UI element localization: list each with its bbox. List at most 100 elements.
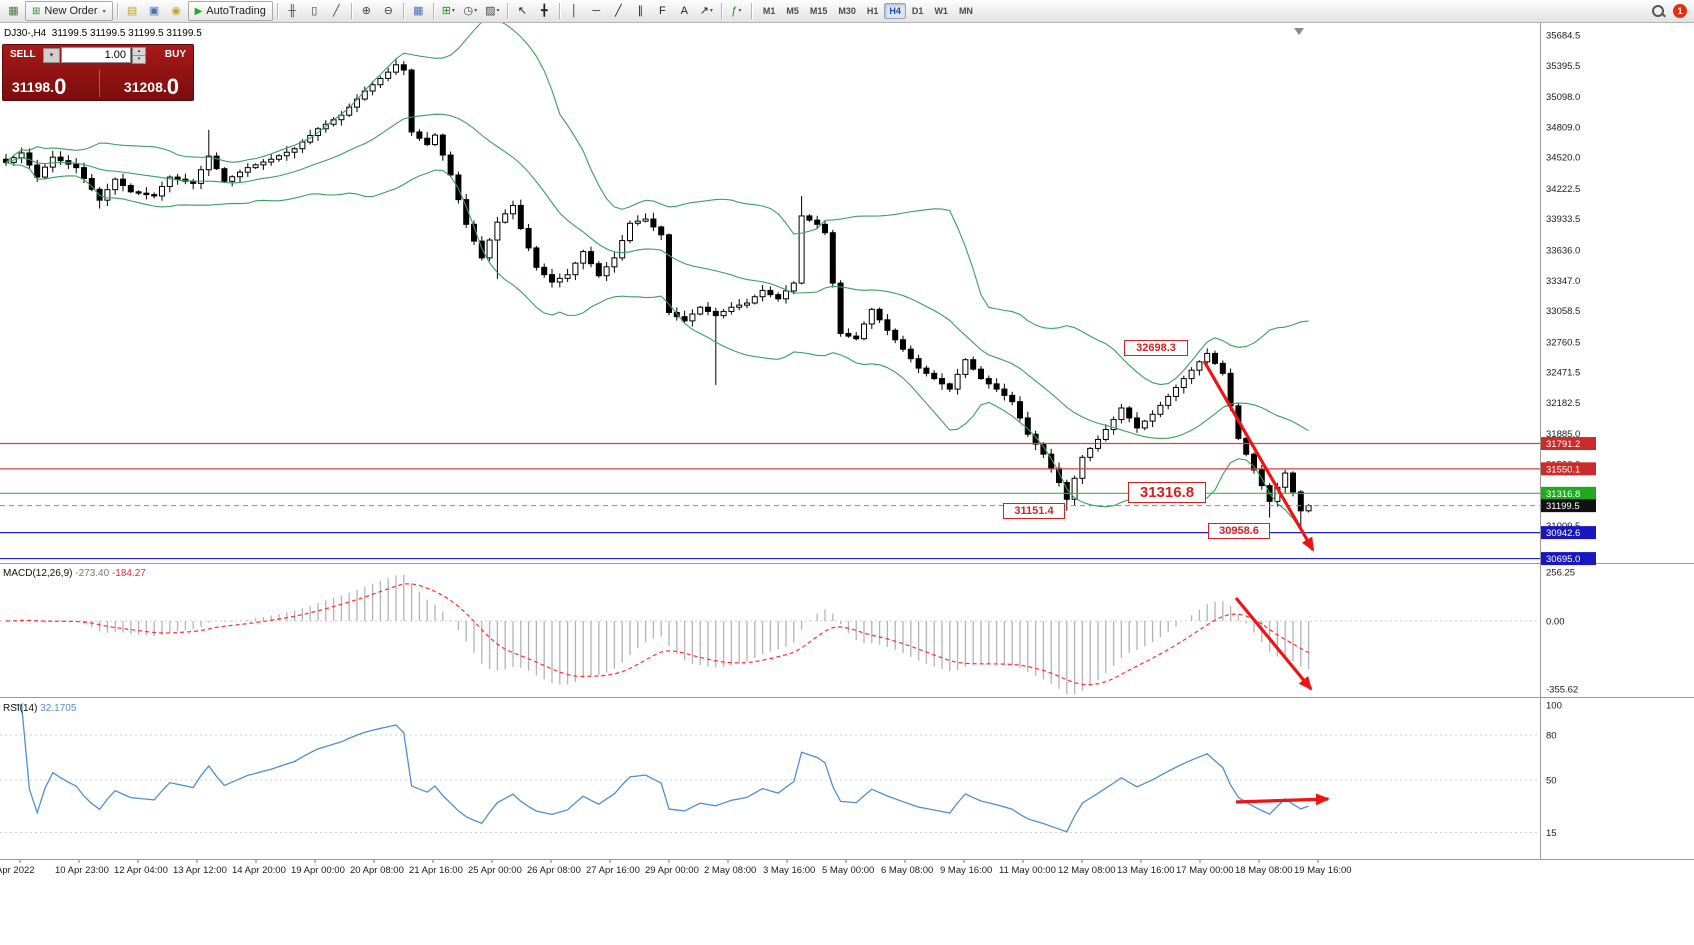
timeframe-m1[interactable]: M1 <box>762 6 776 16</box>
trend-arrows[interactable] <box>1202 360 1330 806</box>
community-icon[interactable]: ◉ <box>171 5 181 17</box>
arrows-tool-icon[interactable]: ↗ ▾ <box>696 1 717 21</box>
chevron-down-icon: ▾ <box>738 8 742 14</box>
chart-window: 35684.5 35395.5 35098.0 34809.0 34520.0 34222… <box>0 23 1694 945</box>
timeframe-m15[interactable]: M15 <box>809 6 828 16</box>
zoom-in-icon[interactable]: ⊕ <box>361 5 371 17</box>
text-icon[interactable]: A <box>680 5 688 17</box>
timeframe-m30[interactable]: M30 <box>838 6 856 16</box>
toolbar-divider <box>402 3 404 19</box>
svg-text:34520.0: 34520.0 <box>1546 153 1580 164</box>
chart-window-icon[interactable]: ▦ <box>8 5 19 17</box>
buy-button[interactable]: BUY <box>164 49 186 60</box>
channel-icon[interactable]: ∥ <box>637 5 644 17</box>
volume-dropdown-button[interactable]: ▾ <box>43 48 60 63</box>
price-axis[interactable]: 35684.5 35395.5 35098.0 34809.0 34520.0 34222… <box>1546 30 1580 532</box>
fibonacci-icon[interactable]: F <box>658 5 666 17</box>
volume-input[interactable]: 1.00 <box>61 47 131 63</box>
svg-text:33058.5: 33058.5 <box>1546 306 1580 317</box>
svg-text:35098.0: 35098.0 <box>1546 92 1580 103</box>
search-icon[interactable] <box>1651 4 1666 19</box>
autotrading-play-icon: ▶ <box>194 5 203 17</box>
svg-text:32182.5: 32182.5 <box>1546 398 1580 409</box>
svg-text:10 Apr 23:00: 10 Apr 23:00 <box>55 865 109 876</box>
horizontal-line-icon[interactable]: ─ <box>592 5 601 17</box>
svg-text:32471.5: 32471.5 <box>1546 368 1580 379</box>
cursor-icon[interactable]: ↖ <box>517 5 527 17</box>
rsi-axis-label: 50 <box>1546 776 1557 787</box>
sell-button[interactable]: SELL <box>10 49 36 60</box>
new-order-icon: ⊞ <box>32 5 41 17</box>
svg-text:33636.0: 33636.0 <box>1546 245 1580 256</box>
bollinger-bands <box>5 23 1310 541</box>
toolbar-divider <box>750 3 752 19</box>
macd-signal-line <box>5 583 1309 686</box>
timeframe-h4[interactable]: H4 <box>884 3 906 19</box>
svg-text:33347.0: 33347.0 <box>1546 276 1580 287</box>
zoom-out-icon[interactable]: ⊖ <box>383 5 393 17</box>
notifications-badge[interactable]: 1 <box>1673 4 1687 18</box>
autotrading-button[interactable]: ▶ AutoTrading <box>187 1 273 21</box>
crosshair-icon[interactable]: ╋ <box>541 5 548 17</box>
indicators-icon[interactable]: ƒ ▾ <box>726 1 747 21</box>
svg-text:20 Apr 08:00: 20 Apr 08:00 <box>350 865 404 876</box>
rsi-line <box>13 704 1309 833</box>
time-axis[interactable]: Apr 2022 10 Apr 23:00 12 Apr 04:00 13 Apr 1… <box>0 860 1352 876</box>
toolbar-divider <box>350 3 352 19</box>
timeframe-h1[interactable]: H1 <box>866 6 879 16</box>
svg-text:13 Apr 12:00: 13 Apr 12:00 <box>173 865 227 876</box>
line-chart-icon[interactable]: ╱ <box>333 5 340 17</box>
svg-text:18 May 08:00: 18 May 08:00 <box>1235 865 1293 876</box>
toolbar-divider <box>432 3 434 19</box>
svg-text:25 Apr 00:00: 25 Apr 00:00 <box>468 865 522 876</box>
chart-canvas[interactable]: 35684.5 35395.5 35098.0 34809.0 34520.0 34222… <box>0 23 1694 945</box>
svg-text:13 May 16:00: 13 May 16:00 <box>1117 865 1175 876</box>
chart-shift-marker[interactable] <box>1294 28 1304 35</box>
svg-text:35684.5: 35684.5 <box>1546 30 1580 41</box>
new-order-button[interactable]: ⊞ New Order ▾ <box>25 1 113 21</box>
sell-price[interactable]: 31198. 0 <box>12 74 67 99</box>
timeframe-m5[interactable]: M5 <box>786 6 799 16</box>
timeframe-buttons: M1 M5 M15 M30 H1 H4 D1 W1 MN <box>758 3 978 19</box>
svg-text:9 May 16:00: 9 May 16:00 <box>940 865 992 876</box>
print-icon[interactable]: ▣ <box>148 5 160 17</box>
svg-text:19 May 16:00: 19 May 16:00 <box>1294 865 1352 876</box>
templates-icon[interactable]: ▨ ▾ <box>482 1 503 21</box>
trendline-icon[interactable]: ╱ <box>615 5 622 17</box>
svg-text:12 Apr 04:00: 12 Apr 04:00 <box>114 865 168 876</box>
rsi-axis-label: 15 <box>1546 828 1557 839</box>
volume-decrease-button[interactable]: ▾ <box>132 55 146 64</box>
panel-separators <box>0 23 1694 860</box>
bar-chart-icon[interactable]: ╫ <box>288 5 297 17</box>
horizontal-lines[interactable]: 31791.2 31550.1 31316.8 30942.6 30695.0 <box>0 437 1596 566</box>
profile-icon[interactable]: ▤ <box>126 5 138 17</box>
new-chart-icon[interactable]: ⊞ ▾ <box>438 1 459 21</box>
buy-price[interactable]: 31208. 0 <box>123 74 179 99</box>
macd-axis-label: 256.25 <box>1546 568 1575 579</box>
timeframe-mn[interactable]: MN <box>958 6 973 16</box>
candlestick-icon[interactable]: ▯ <box>311 5 318 17</box>
one-click-trading-panel: SELL ▾ 1.00 ▴ ▾ BUY 31198. 0 31208. 0 <box>2 44 194 101</box>
autotrading-button-label: AutoTrading <box>206 5 266 17</box>
svg-text:34809.0: 34809.0 <box>1546 122 1580 133</box>
rsi-axis-label: 100 <box>1546 701 1562 712</box>
svg-text:11 May 00:00: 11 May 00:00 <box>999 865 1056 876</box>
period-icon[interactable]: ◷ ▾ <box>460 1 481 21</box>
timeframe-d1[interactable]: D1 <box>911 6 924 16</box>
svg-text:31550.1: 31550.1 <box>1546 464 1580 475</box>
svg-text:2 May 08:00: 2 May 08:00 <box>704 865 756 876</box>
vertical-line-icon[interactable]: │ <box>570 5 578 17</box>
svg-text:12 May 08:00: 12 May 08:00 <box>1058 865 1116 876</box>
tile-windows-icon[interactable]: ▦ <box>413 5 424 17</box>
toolbar-divider <box>116 3 118 19</box>
toolbar-divider <box>276 3 278 19</box>
svg-text:27 Apr 16:00: 27 Apr 16:00 <box>586 865 640 876</box>
svg-text:Apr 2022: Apr 2022 <box>0 865 35 876</box>
toolbar-divider <box>506 3 508 19</box>
candles <box>3 59 1312 531</box>
timeframe-w1[interactable]: W1 <box>934 6 948 16</box>
svg-text:31885.0: 31885.0 <box>1546 429 1580 440</box>
chevron-down-icon: ▾ <box>709 8 713 14</box>
svg-text:17 May 00:00: 17 May 00:00 <box>1176 865 1234 876</box>
macd-histogram <box>13 574 1310 695</box>
